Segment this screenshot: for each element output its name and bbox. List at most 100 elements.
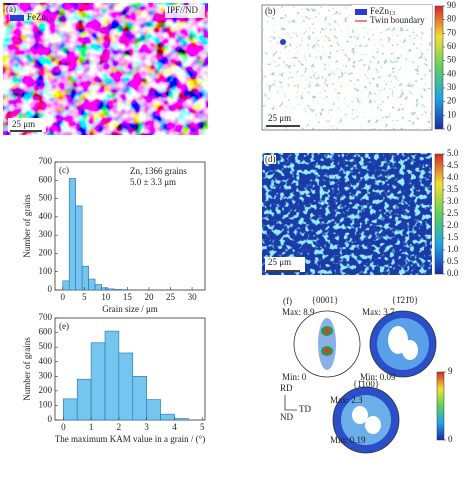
max-label: Max: 2.3 bbox=[330, 395, 363, 405]
label-bg bbox=[5, 5, 17, 14]
max-label: Max: 8.9 bbox=[282, 307, 315, 317]
bar bbox=[146, 399, 161, 421]
scale-bg bbox=[265, 257, 305, 272]
panel-label: (c) bbox=[59, 165, 69, 175]
plane-label: {1̄100} bbox=[353, 379, 379, 389]
bar bbox=[118, 352, 134, 421]
x-tick-label: 0 bbox=[61, 422, 66, 432]
legend-label: FeZn13 bbox=[27, 12, 52, 23]
annotation: 5.0 ± 3.3 μm bbox=[130, 177, 176, 187]
colorbar-tick-label: 5.0 bbox=[447, 148, 459, 158]
bar bbox=[63, 398, 78, 421]
ipf-map-texture bbox=[3, 3, 208, 135]
x-tick-label: 0 bbox=[61, 292, 66, 302]
pole-figure bbox=[332, 386, 400, 454]
y-tick-label: 700 bbox=[39, 156, 53, 166]
colorbar-tick-label: 9 bbox=[448, 366, 453, 376]
colorbar-tick-label: 50 bbox=[447, 55, 457, 65]
bar bbox=[160, 413, 175, 421]
panel-label: (b) bbox=[265, 6, 276, 16]
legend-bg bbox=[352, 5, 432, 27]
colorbar-tick-label: 30 bbox=[447, 82, 457, 92]
contour bbox=[365, 416, 381, 434]
panel-label: (f) bbox=[283, 296, 292, 306]
axis-label: ND bbox=[280, 412, 293, 422]
scale-bar-label: 25 μm bbox=[268, 257, 291, 267]
panel-label: (e) bbox=[59, 321, 69, 331]
bar bbox=[88, 278, 96, 291]
y-tick-label: 0 bbox=[48, 284, 53, 294]
x-axis-label: Grain size / μm bbox=[102, 304, 158, 314]
bar bbox=[101, 287, 109, 291]
colorbar-tick-label: 4.5 bbox=[447, 160, 459, 170]
colorbar bbox=[434, 5, 444, 130]
x-tick-label: 4 bbox=[172, 422, 177, 432]
y-tick-label: 200 bbox=[39, 247, 53, 257]
y-tick-label: 400 bbox=[39, 356, 53, 366]
label-bg bbox=[264, 7, 276, 16]
bar bbox=[94, 284, 102, 291]
x-tick-label: 5 bbox=[82, 292, 87, 302]
colorbar bbox=[436, 371, 445, 441]
scale-bar-label: 25 μm bbox=[12, 119, 35, 129]
colorbar-tick-label: 0.0 bbox=[447, 268, 459, 278]
y-tick-label: 400 bbox=[39, 211, 53, 221]
x-tick-label: 2 bbox=[117, 422, 122, 432]
colorbar-tick-label: 2.5 bbox=[447, 208, 459, 218]
bar bbox=[132, 375, 147, 421]
colorbar-tick-label: 60 bbox=[447, 41, 457, 51]
plot-frame bbox=[54, 161, 206, 291]
bar bbox=[174, 418, 189, 421]
x-tick-label: 20 bbox=[144, 292, 154, 302]
max-label: Max: 3.7 bbox=[362, 307, 395, 317]
scale-bar-label: 25 μm bbox=[268, 113, 291, 123]
legend-label: FeZn13 bbox=[370, 6, 395, 17]
colorbar-tick-label: 40 bbox=[447, 68, 457, 78]
colorbar-tick-label: 80 bbox=[447, 14, 457, 24]
x-tick-label: 10 bbox=[101, 292, 111, 302]
contour bbox=[352, 406, 368, 424]
legend-sub: 13 bbox=[46, 17, 52, 23]
panel-label: (a) bbox=[6, 4, 16, 14]
x-tick-label: 15 bbox=[123, 292, 133, 302]
bar bbox=[107, 288, 115, 291]
y-axis-label: Number of grains bbox=[22, 337, 32, 401]
bar bbox=[76, 378, 92, 421]
colorbar bbox=[434, 153, 444, 275]
pole-figure bbox=[293, 310, 361, 378]
y-tick-label: 600 bbox=[39, 327, 53, 337]
x-tick-label: 3 bbox=[144, 422, 149, 432]
plane-label: {0001} bbox=[312, 295, 339, 305]
ipf-key: IPF//ND bbox=[167, 5, 199, 15]
bar bbox=[62, 280, 70, 291]
x-axis-label: The maximum KAM value in a grain / (°) bbox=[55, 434, 206, 444]
colorbar-tick-label: 1.5 bbox=[447, 232, 459, 242]
colorbar-tick-label: 20 bbox=[447, 96, 457, 106]
colorbar-tick-label: 0 bbox=[448, 434, 453, 444]
axis-label: RD bbox=[280, 383, 293, 393]
frame-axes bbox=[284, 395, 297, 411]
colorbar-tick-label: 0.5 bbox=[447, 256, 459, 266]
bar bbox=[81, 265, 89, 291]
min-label: Min: 0.09 bbox=[360, 372, 396, 382]
min-label: Min: 0 bbox=[282, 372, 307, 382]
y-tick-label: 600 bbox=[39, 174, 53, 184]
scale-bg bbox=[265, 112, 305, 127]
legend-label: Twin boundary bbox=[370, 15, 425, 25]
legend-sub: 13 bbox=[389, 11, 395, 17]
colorbar-tick-label: 3.0 bbox=[447, 196, 459, 206]
colorbar-tick-label: 0 bbox=[447, 123, 452, 133]
y-tick-label: 0 bbox=[48, 414, 53, 424]
bar bbox=[68, 178, 76, 291]
bar bbox=[75, 205, 83, 291]
axis-label: TD bbox=[299, 404, 311, 414]
x-tick-label: 25 bbox=[166, 292, 176, 302]
y-axis-label: Number of grains bbox=[22, 194, 32, 258]
pole-figure bbox=[369, 310, 437, 378]
scale-bg bbox=[8, 118, 46, 132]
y-tick-label: 100 bbox=[39, 399, 53, 409]
bar bbox=[114, 289, 122, 291]
y-tick-label: 300 bbox=[39, 370, 53, 380]
colorbar-tick-label: 1.0 bbox=[447, 244, 459, 254]
